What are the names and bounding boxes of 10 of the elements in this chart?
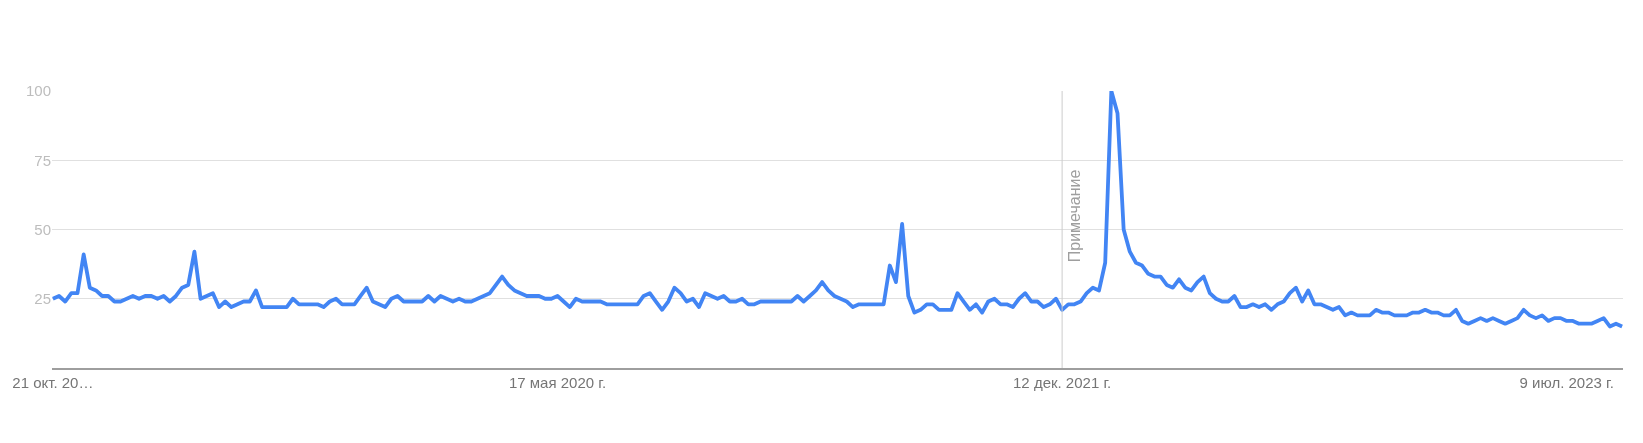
x-tick-label: 21 окт. 20… bbox=[12, 373, 94, 391]
y-tick-label: 50 bbox=[34, 220, 51, 238]
y-tick-label: 100 bbox=[25, 82, 51, 100]
x-tick-label: 9 июл. 2023 г. bbox=[1519, 373, 1614, 391]
x-tick-label: 12 дек. 2021 г. bbox=[1013, 373, 1112, 391]
y-tick-label: 75 bbox=[34, 151, 51, 169]
y-tick-label: 25 bbox=[34, 290, 51, 307]
line-series bbox=[52, 91, 1623, 329]
ref-line-label: Примечание bbox=[1065, 169, 1083, 263]
x-tick-label: 17 мая 2020 г. bbox=[508, 373, 607, 391]
